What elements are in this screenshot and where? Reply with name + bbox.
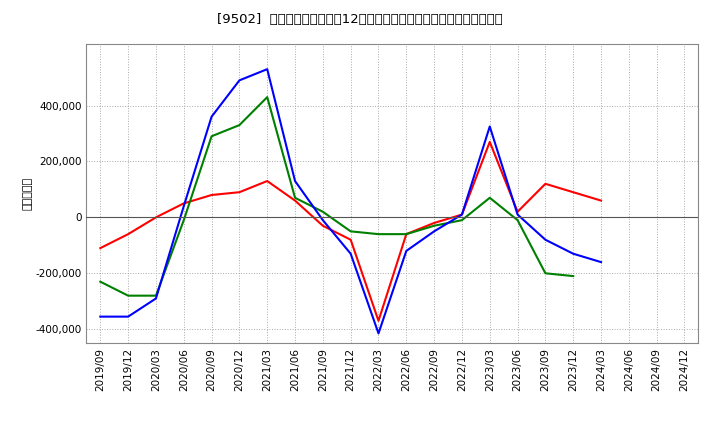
Line: 投資CF: 投資CF (100, 97, 573, 296)
投資CF (374, 231, 383, 237)
フリーCF (124, 314, 132, 319)
フリーCF (430, 229, 438, 234)
投資CF (291, 195, 300, 201)
投資CF (458, 217, 467, 223)
フリーCF (152, 296, 161, 301)
営業CF (513, 209, 522, 214)
投資CF (179, 217, 188, 223)
営業CF (346, 237, 355, 242)
投資CF (235, 122, 243, 128)
フリーCF (235, 78, 243, 83)
フリーCF (402, 248, 410, 253)
投資CF (263, 95, 271, 100)
投資CF (513, 217, 522, 223)
営業CF (207, 192, 216, 198)
営業CF (541, 181, 550, 187)
Line: フリーCF: フリーCF (100, 69, 601, 334)
Line: 営業CF: 営業CF (100, 142, 601, 321)
営業CF (402, 231, 410, 237)
営業CF (124, 231, 132, 237)
フリーCF (597, 260, 606, 265)
フリーCF (179, 204, 188, 209)
営業CF (179, 201, 188, 206)
フリーCF (346, 251, 355, 257)
営業CF (597, 198, 606, 203)
投資CF (207, 134, 216, 139)
営業CF (263, 178, 271, 183)
フリーCF (318, 217, 327, 223)
フリーCF (458, 212, 467, 217)
投資CF (96, 279, 104, 284)
フリーCF (263, 66, 271, 72)
営業CF (291, 198, 300, 203)
投資CF (430, 223, 438, 228)
営業CF (318, 223, 327, 228)
営業CF (485, 139, 494, 144)
営業CF (152, 215, 161, 220)
営業CF (430, 220, 438, 226)
フリーCF (291, 178, 300, 183)
フリーCF (374, 331, 383, 336)
投資CF (541, 271, 550, 276)
フリーCF (541, 237, 550, 242)
投資CF (569, 273, 577, 279)
投資CF (346, 229, 355, 234)
フリーCF (96, 314, 104, 319)
フリーCF (513, 212, 522, 217)
フリーCF (485, 124, 494, 129)
営業CF (458, 212, 467, 217)
Text: [9502]  キャッシュフローの12か月移動合計の対前年同期増減額の推移: [9502] キャッシュフローの12か月移動合計の対前年同期増減額の推移 (217, 13, 503, 26)
投資CF (124, 293, 132, 298)
投資CF (402, 231, 410, 237)
営業CF (569, 190, 577, 195)
Y-axis label: （百万円）: （百万円） (22, 177, 32, 210)
営業CF (374, 318, 383, 323)
フリーCF (569, 251, 577, 257)
投資CF (318, 209, 327, 214)
フリーCF (207, 114, 216, 119)
投資CF (152, 293, 161, 298)
営業CF (235, 190, 243, 195)
営業CF (96, 246, 104, 251)
投資CF (485, 195, 494, 201)
